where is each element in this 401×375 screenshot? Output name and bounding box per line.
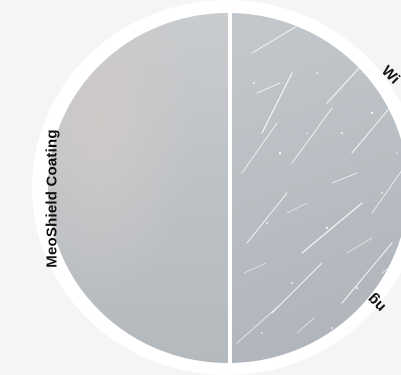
scratch-marks bbox=[236, 13, 401, 354]
center-divider bbox=[228, 13, 232, 363]
uncoated-scratched-half bbox=[232, 13, 401, 363]
coating-label: MeoShield Coating bbox=[43, 129, 61, 268]
comparison-disc bbox=[48, 13, 401, 363]
coated-surface-half bbox=[48, 13, 229, 363]
